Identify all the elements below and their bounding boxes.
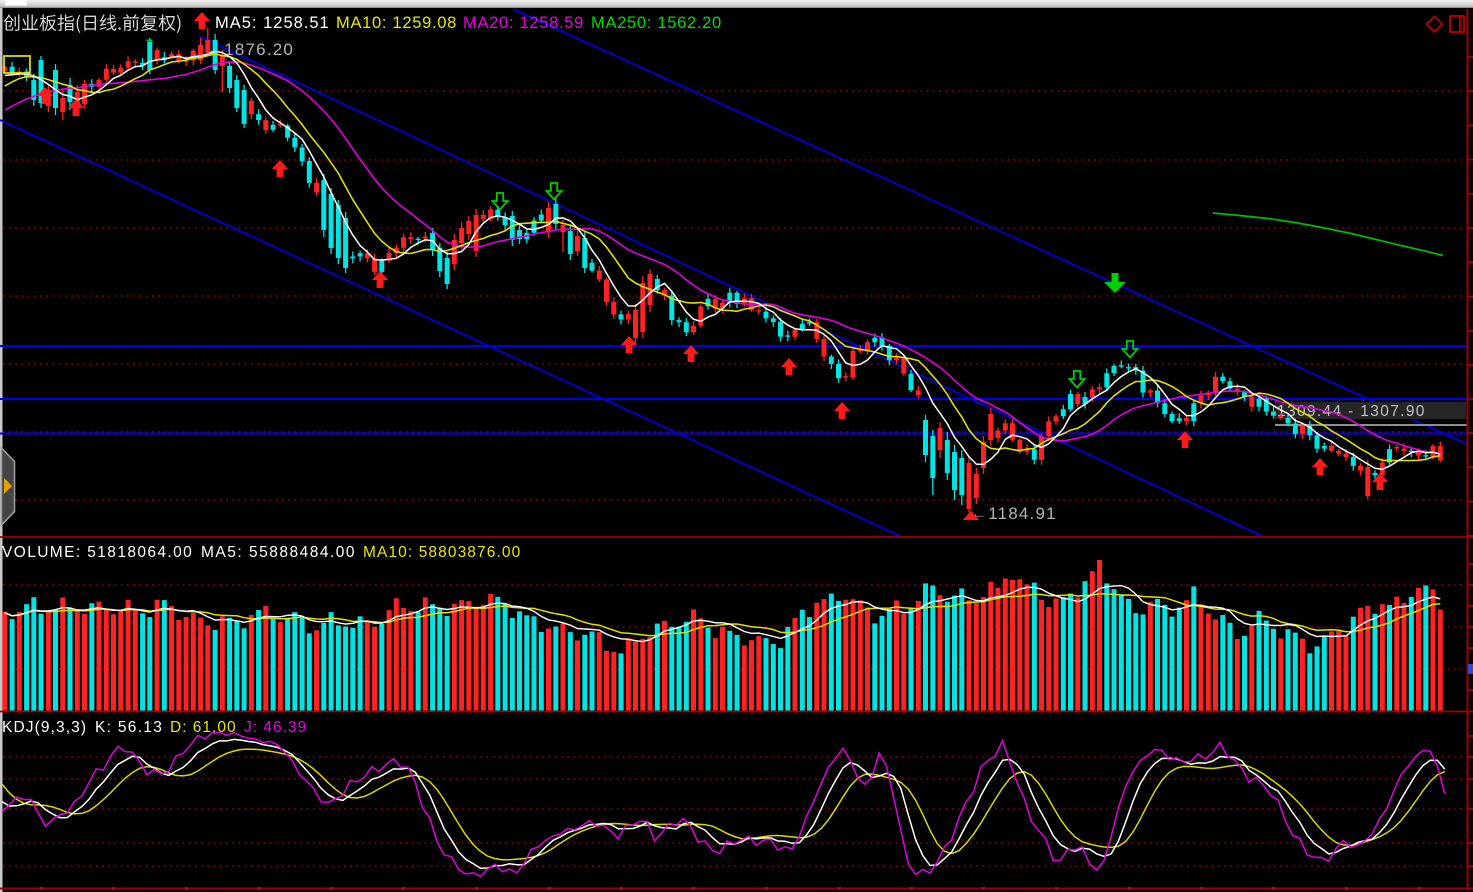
svg-text:←1184.91: ←1184.91	[970, 504, 1057, 523]
svg-text:K: 56.13: K: 56.13	[95, 719, 163, 736]
svg-text:VOLUME: 51818064.00: VOLUME: 51818064.00	[2, 544, 193, 561]
svg-text:MA5: 55888484.00: MA5: 55888484.00	[201, 544, 356, 561]
svg-text:MA20: 1258.59: MA20: 1258.59	[463, 14, 584, 32]
svg-text:MA10: 1259.08: MA10: 1259.08	[336, 14, 457, 32]
svg-text:←1876.20: ←1876.20	[206, 40, 294, 59]
svg-text:MA10: 58803876.00: MA10: 58803876.00	[363, 544, 521, 561]
svg-text:1309.44 - 1307.90: 1309.44 - 1307.90	[1277, 403, 1426, 420]
svg-text:MA5: 1258.51: MA5: 1258.51	[215, 14, 330, 32]
svg-text:J: 46.39: J: 46.39	[244, 719, 307, 736]
svg-text:MA250: 1562.20: MA250: 1562.20	[591, 14, 722, 32]
svg-text:KDJ(9,3,3): KDJ(9,3,3)	[2, 719, 87, 736]
svg-text:D: 61.00: D: 61.00	[170, 719, 237, 736]
